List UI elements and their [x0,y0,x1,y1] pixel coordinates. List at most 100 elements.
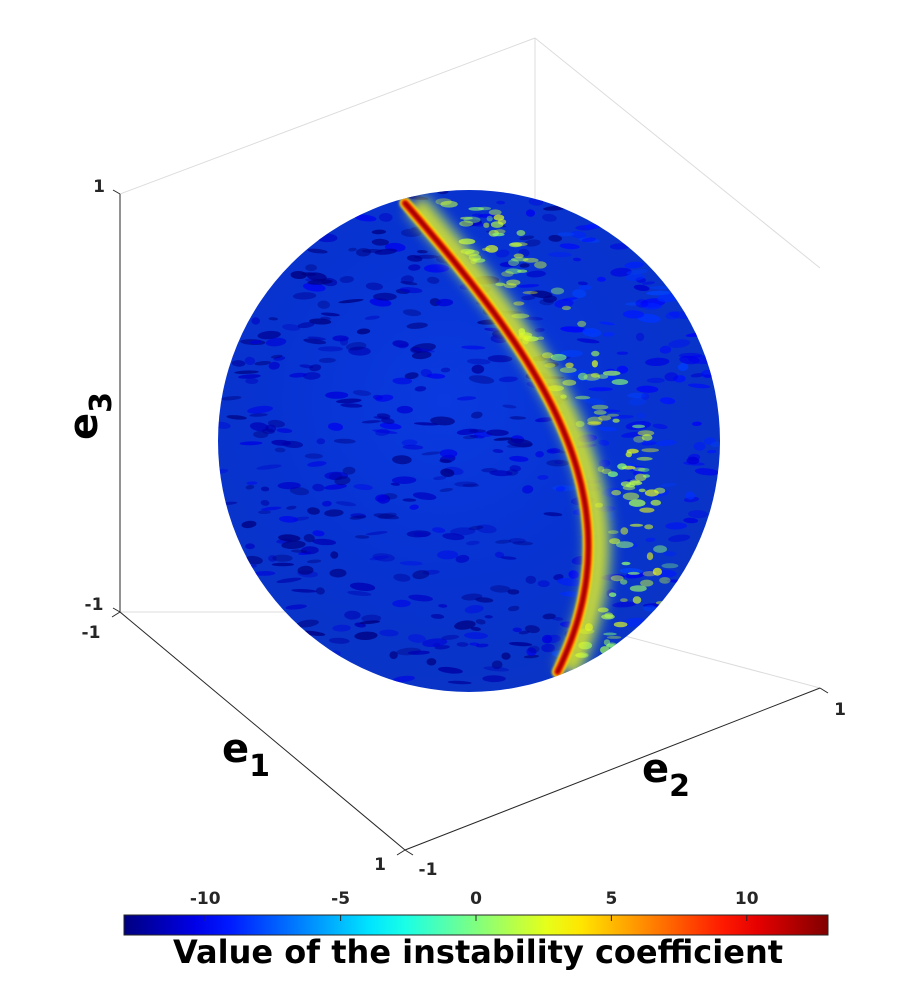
sphere-speckle [467,358,491,365]
sphere-speckle [379,422,402,430]
sphere-speckle [475,597,494,603]
sphere-speckle [624,261,645,269]
sphere-speckle [576,338,600,344]
sphere-speckle [354,214,377,222]
ridge-speckle [620,598,628,602]
sphere-speckle [633,284,650,292]
sphere-speckle [426,658,437,666]
sphere-speckle [305,264,317,272]
sphere-speckle [601,374,617,381]
sphere-speckle [400,281,418,286]
sphere-speckle [683,517,699,524]
sphere-speckle [278,534,301,542]
sphere-speckle [456,642,469,647]
sphere-speckle [220,396,242,401]
sphere-speckle [626,269,648,275]
sphere-speckle [542,613,556,620]
sphere-speckle [628,397,646,406]
sphere-speckle [396,405,413,414]
sphere-speckle [646,290,671,296]
sphere-speckle [437,550,459,560]
sphere-speckle [349,515,367,520]
ridge-speckle [638,488,646,493]
sphere-speckle [226,415,247,420]
ridge-speckle [629,585,647,592]
sphere-speckle [562,297,578,301]
sphere-speckle [686,456,700,465]
sphere-speckle [332,624,351,632]
ridge-speckle [565,362,574,368]
sphere-speckle [489,470,513,477]
sphere-speckle [542,213,557,222]
ridge-speckle [550,353,567,361]
sphere-speckle [407,634,427,643]
sphere-speckle [462,435,479,440]
ridge-speckle [516,230,526,236]
ridge-speckle [602,370,621,376]
sphere-speckle [559,243,580,250]
sphere-speckle [501,652,511,660]
sphere-speckle [364,315,380,320]
sphere-speckle [442,533,465,541]
sphere-speckle [512,541,534,546]
sphere-speckle [348,346,371,356]
sphere-speckle [554,299,574,308]
sphere-speckle [306,272,327,281]
sphere-speckle [390,482,401,486]
sphere-speckle [289,372,307,378]
sphere-speckle [461,345,486,350]
sphere-speckle [432,527,446,533]
e3-axis-label: e3 [61,392,119,440]
sphere-speckle [244,356,256,366]
e3-axis-label-sub: 3 [84,392,119,413]
sphere-speckle [677,362,689,372]
e2-tick-max: 1 [834,700,846,720]
ridge-speckle [593,410,607,415]
sphere-speckle [438,604,448,608]
ridge-speckle [645,629,660,636]
sphere-speckle [218,421,231,429]
sphere-speckle [464,632,488,640]
sphere-speckle [660,482,677,487]
sphere-speckle [338,298,364,304]
e1-tick-min: -1 [82,623,101,643]
sphere-speckle [413,532,429,537]
sphere-speckle [437,666,463,674]
ridge-speckle [637,430,655,436]
ridge-speckle [622,492,640,501]
sphere-speckle [499,261,520,268]
sphere-speckle [645,357,670,367]
instability-ridge [399,197,594,678]
ridge-speckle [633,467,646,472]
sphere-speckle [302,282,326,292]
sphere-speckle [507,438,533,448]
sphere-speckle [641,441,657,446]
sphere-speckle [636,412,646,419]
sphere-speckle [247,405,274,414]
sphere-speckle [279,515,299,523]
ridge-speckle [640,579,654,587]
sphere-speckle [282,324,301,331]
sphere-speckle [509,416,527,420]
sphere-speckle [546,459,570,467]
sphere-speckle [408,264,421,271]
sphere-speckle [369,555,390,561]
sphere-speckle [231,360,246,367]
sphere-speckle [291,549,308,553]
ridge-speckle [497,219,507,225]
sphere-speckle [468,375,495,384]
sphere-speckle [257,330,281,340]
sphere-speckle [433,476,447,481]
sphere-speckle [668,534,691,542]
sphere-speckle [509,455,529,462]
sphere-speckle [635,299,649,308]
sphere-speckle [297,322,315,329]
ridge-speckle [624,674,641,680]
ridge-speckle [612,663,626,667]
sphere-speckle [304,453,323,459]
e3-axis-label-main: e [61,413,107,440]
sphere-speckle [502,404,517,409]
sphere-speckle [518,630,530,635]
sphere-speckle [612,414,635,419]
sphere-speckle [276,577,302,584]
